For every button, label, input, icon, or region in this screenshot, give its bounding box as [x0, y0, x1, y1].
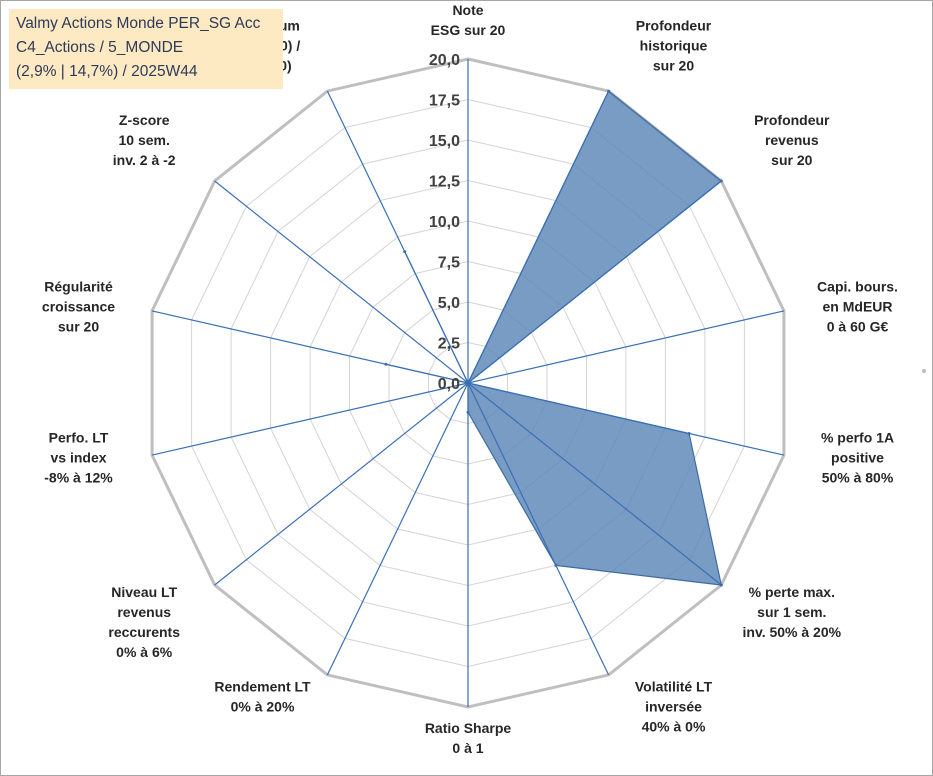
axis-labels: Note ESG sur 20 Profondeur historique sur 20… [42, 2, 898, 756]
axis-label: % perte max. sur 1 sem. inv. 50% à 20% [743, 584, 842, 640]
axis-spoke [467, 382, 722, 586]
axis-spoke [214, 180, 469, 384]
axis-spoke [326, 90, 469, 384]
axis-spoke [214, 382, 469, 586]
axis-label: Note ESG sur 20 [431, 2, 506, 38]
axis-spoke [467, 382, 785, 456]
axis-label: Volatilité LT inversée 40% à 0% [635, 678, 713, 734]
axis-label: Z-score 10 sem. inv. 2 à -2 [113, 112, 176, 168]
series-area-0 [385, 90, 723, 586]
tick-label: 12,5 [429, 174, 460, 191]
axis-label: Régularité croissance sur 20 [42, 278, 115, 334]
axis-spoke [467, 382, 610, 676]
radial-tick-labels: 0,0 2,5 5,0 7,5 10,0 12,5 15,0 17,5 20,0 [429, 52, 460, 393]
tick-label: 20,0 [429, 52, 460, 69]
axis-spokes [151, 59, 785, 707]
axis-label: Profondeur historique sur 20 [636, 18, 712, 74]
axis-spoke [467, 180, 722, 384]
axis-spoke [151, 310, 469, 384]
tick-label: 2,5 [438, 336, 460, 353]
axis-spoke [326, 382, 469, 676]
tick-label: 5,0 [438, 295, 460, 312]
axis-spoke [467, 90, 610, 384]
series-area-group [384, 89, 723, 587]
axis-spoke [151, 382, 469, 456]
axis-label: Perfo. LT vs index -8% à 12% [44, 430, 113, 486]
axis-label: Niveau LT revenus reccurents 0% à 6% [108, 584, 180, 660]
tick-label: 17,5 [429, 93, 460, 110]
scroll-indicator [922, 369, 926, 373]
axis-label: Momentum Achat (20) / Vente (0) [225, 18, 301, 74]
axis-label: Rendement LT 0% à 20% [214, 678, 311, 714]
tick-label: 10,0 [429, 214, 460, 231]
axis-label: Profondeur revenus sur 20 [754, 112, 830, 168]
tick-label: 0,0 [438, 376, 460, 393]
axis-label: Ratio Sharpe 0 à 1 [425, 720, 512, 756]
axis-spoke [467, 310, 785, 384]
tick-label: 15,0 [429, 133, 460, 150]
axis-label: Capi. bours. en MdEUR 0 à 60 G€ [817, 278, 898, 334]
tick-label: 7,5 [438, 255, 460, 272]
axis-label: % perfo 1A positive 50% à 80% [821, 430, 894, 486]
